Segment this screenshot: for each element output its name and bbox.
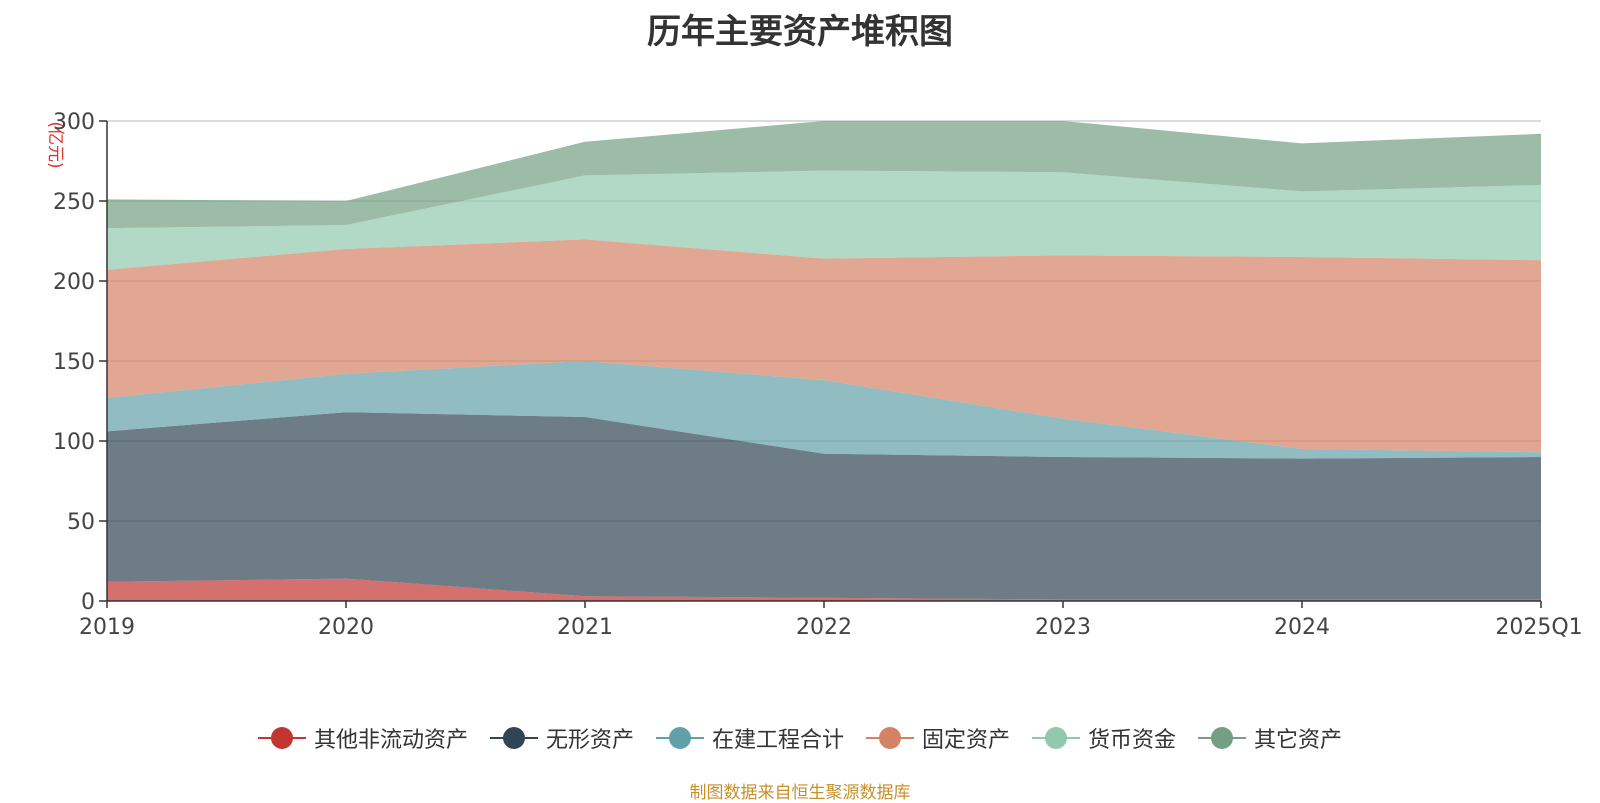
y-axis-unit-label: (亿元) bbox=[45, 121, 65, 168]
legend-label: 其他非流动资产 bbox=[313, 728, 468, 753]
source-note: 制图数据来自恒生聚源数据库 bbox=[689, 783, 911, 803]
legend-marker-icon bbox=[1198, 726, 1247, 750]
legend-marker-icon bbox=[1032, 726, 1081, 750]
x-tick-label: 2024 bbox=[1274, 615, 1330, 640]
area-series-3 bbox=[107, 361, 1541, 459]
y-tick-label: 250 bbox=[53, 190, 95, 215]
y-tick-label: 300 bbox=[53, 110, 95, 135]
legend-label: 固定资产 bbox=[922, 728, 1011, 753]
area-series-4 bbox=[107, 239, 1541, 453]
legend-marker-icon bbox=[866, 726, 914, 750]
axes: 0 50 100 150 200 250 300 2019 2020 2021 2022 2023 20… bbox=[53, 110, 1583, 640]
x-tick-label: 2019 bbox=[79, 615, 135, 640]
area-series-layer bbox=[107, 121, 1541, 601]
legend-item-4[interactable]: 固定资产 bbox=[866, 722, 1010, 754]
legend-item-2[interactable]: 无形资产 bbox=[489, 722, 634, 754]
x-tick-label: 2022 bbox=[796, 615, 852, 640]
legend-marker-icon bbox=[257, 726, 306, 750]
x-tick-label: 2021 bbox=[557, 615, 613, 640]
legend-label: 其它资产 bbox=[1254, 728, 1343, 753]
x-tick-label: 2023 bbox=[1035, 615, 1091, 640]
x-tick-label: 2025Q1 bbox=[1495, 615, 1582, 640]
legend-marker-icon bbox=[655, 726, 704, 750]
y-tick-label: 100 bbox=[53, 430, 95, 455]
legend: 其他非流动资产 无形资产 在建工程合计 固定资产 货币资金 其它资产 bbox=[0, 718, 1600, 758]
legend-item-6[interactable]: 其它资产 bbox=[1198, 722, 1342, 754]
chart-title: 历年主要资产堆积图 bbox=[647, 12, 953, 52]
legend-label: 在建工程合计 bbox=[711, 728, 844, 753]
y-tick-label: 0 bbox=[81, 590, 95, 615]
y-tick-label: 150 bbox=[53, 350, 95, 375]
legend-label: 无形资产 bbox=[545, 728, 634, 753]
y-tick-label: 200 bbox=[53, 270, 95, 295]
area-series-1 bbox=[107, 578, 1541, 601]
legend-label: 货币资金 bbox=[1088, 728, 1177, 753]
legend-item-3[interactable]: 在建工程合计 bbox=[655, 722, 844, 754]
x-tick-label: 2020 bbox=[318, 615, 374, 640]
area-series-6 bbox=[107, 121, 1541, 229]
legend-marker-icon bbox=[489, 726, 538, 750]
area-series-5 bbox=[107, 170, 1541, 270]
legend-item-1[interactable]: 其他非流动资产 bbox=[257, 722, 468, 754]
y-tick-label: 50 bbox=[67, 510, 95, 535]
legend-item-5[interactable]: 货币资金 bbox=[1032, 722, 1176, 754]
area-series-2 bbox=[107, 412, 1541, 600]
